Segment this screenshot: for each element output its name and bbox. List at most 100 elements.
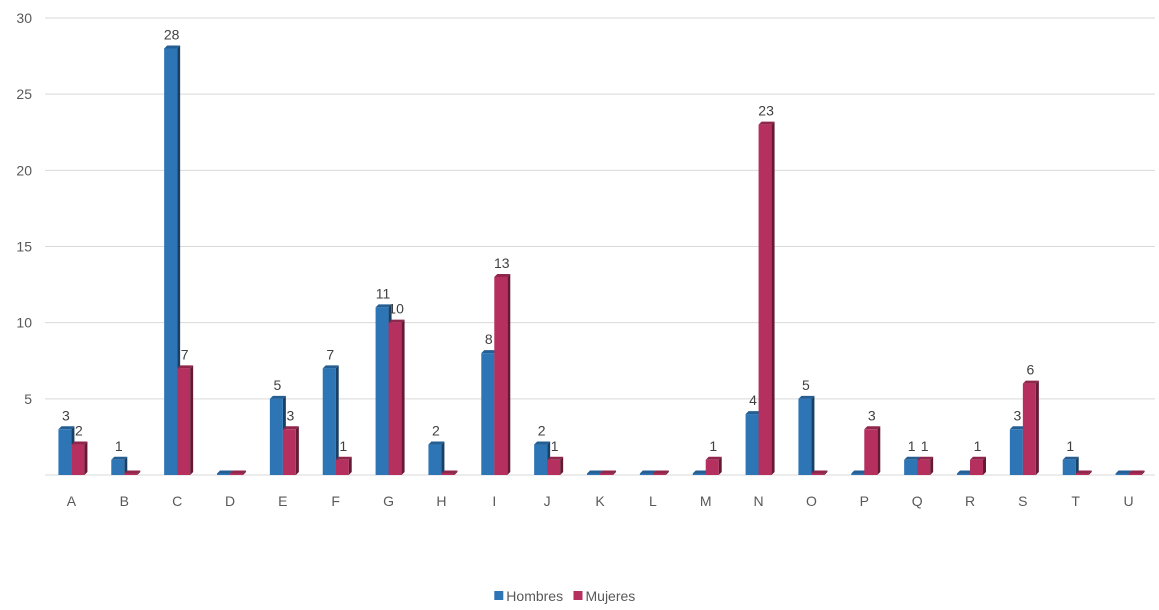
bar-side-mujeres-u [1141,470,1145,475]
bar-top-mujeres-e [282,426,299,430]
bar-top-hombres-u [1115,470,1132,474]
x-tick-label: P [860,493,869,509]
bar-side-mujeres-s [1035,380,1039,475]
data-label-mujeres-g: 10 [388,301,404,317]
bar-mujeres-u [1128,473,1142,475]
x-tick-label: N [754,493,764,509]
bar-top-mujeres-p [864,426,881,430]
bar-mujeres-b [124,473,138,475]
bar-top-hombres-c [164,45,181,49]
bar-side-mujeres-f [348,456,352,475]
bar-side-mujeres-a [84,441,88,475]
bar-top-hombres-l [639,470,656,474]
bar-side-mujeres-q [930,456,934,475]
x-tick-label: R [965,493,975,509]
bar-side-mujeres-n [771,121,775,475]
bar-top-mujeres-n [758,121,775,125]
x-tick-label: I [492,493,496,509]
bar-hombres-r [957,473,970,475]
bar-side-mujeres-r [983,456,986,475]
bar-hombres-g [375,307,389,475]
bar-side-mujeres-b [137,470,141,475]
bar-hombres-u [1115,473,1129,475]
x-tick-label: O [806,493,817,509]
bar-mujeres-k [600,473,613,475]
bar-top-mujeres-r [970,456,986,460]
bar-top-hombres-o [798,395,815,399]
bar-hombres-f [322,368,336,475]
bar-side-mujeres-o [824,470,828,475]
y-tick-label: 20 [16,162,32,178]
data-label-hombres-f: 7 [326,346,334,362]
bar-top-hombres-h [428,441,445,445]
bar-side-mujeres-i [507,273,511,475]
bar-side-mujeres-l [665,470,669,475]
bar-hombres-e [269,398,283,475]
data-label-mujeres-q: 1 [921,438,929,454]
bar-top-mujeres-m [705,456,722,460]
bar-mujeres-o [811,473,825,475]
bar-hombres-c [164,48,178,475]
bar-side-mujeres-d [243,470,246,475]
data-label-hombres-b: 1 [115,438,123,454]
x-tick-label: F [331,493,340,509]
legend-label-hombres: Hombres [506,588,563,604]
y-tick-label: 5 [24,391,32,407]
bar-top-mujeres-j [547,456,564,460]
x-tick-label: T [1071,493,1080,509]
bar-top-hombres-g [375,304,392,308]
x-tick-label: K [595,493,605,509]
bar-top-mujeres-u [1128,470,1145,474]
x-tick-label: L [649,493,657,509]
bar-mujeres-r [970,459,983,475]
bar-side-hombres-t [1075,456,1079,475]
bar-top-hombres-d [217,470,233,474]
bar-mujeres-d [230,473,243,475]
bar-hombres-a [58,429,72,475]
bar-side-hombres-h [441,441,445,475]
bar-side-mujeres-t [1088,470,1092,475]
bar-hombres-m [692,473,706,475]
y-tick-label: 30 [16,10,32,26]
y-tick-label: 10 [16,315,32,331]
bar-mujeres-f [335,459,349,475]
bar-top-hombres-j [534,441,551,445]
data-label-hombres-a: 3 [62,407,70,423]
bar-side-mujeres-m [718,456,722,475]
bar-side-hombres-o [811,395,815,475]
data-label-mujeres-p: 3 [868,407,876,423]
bar-top-hombres-f [322,365,339,369]
data-label-hombres-s: 3 [1013,407,1021,423]
bar-hombres-n [745,414,759,475]
bar-mujeres-m [705,459,719,475]
x-tick-label: U [1124,493,1134,509]
bar-top-mujeres-s [1022,380,1039,384]
x-tick-label: B [120,493,129,509]
data-label-mujeres-c: 7 [181,346,189,362]
bar-top-hombres-e [269,395,286,399]
bar-mujeres-p [864,429,878,475]
bar-hombres-d [217,473,230,475]
bar-hombres-b [111,459,125,475]
bar-top-hombres-t [1062,456,1079,460]
bar-mujeres-j [547,459,561,475]
bar-top-mujeres-f [335,456,352,460]
bar-top-mujeres-q [917,456,934,460]
data-label-hombres-i: 8 [485,331,493,347]
bar-mujeres-q [917,459,931,475]
bar-top-hombres-p [851,470,868,474]
x-tick-label: S [1018,493,1027,509]
y-tick-label: 15 [16,239,32,255]
bar-top-mujeres-t [1075,470,1092,474]
bar-top-mujeres-o [811,470,828,474]
bar-mujeres-g [388,322,402,475]
bar-mujeres-n [758,124,772,475]
bar-side-mujeres-h [454,470,458,475]
x-tick-label: A [67,493,77,509]
bar-side-hombres-b [124,456,128,475]
bar-side-mujeres-j [560,456,564,475]
bar-mujeres-i [494,276,508,475]
x-tick-label: D [225,493,235,509]
bar-hombres-p [851,473,865,475]
